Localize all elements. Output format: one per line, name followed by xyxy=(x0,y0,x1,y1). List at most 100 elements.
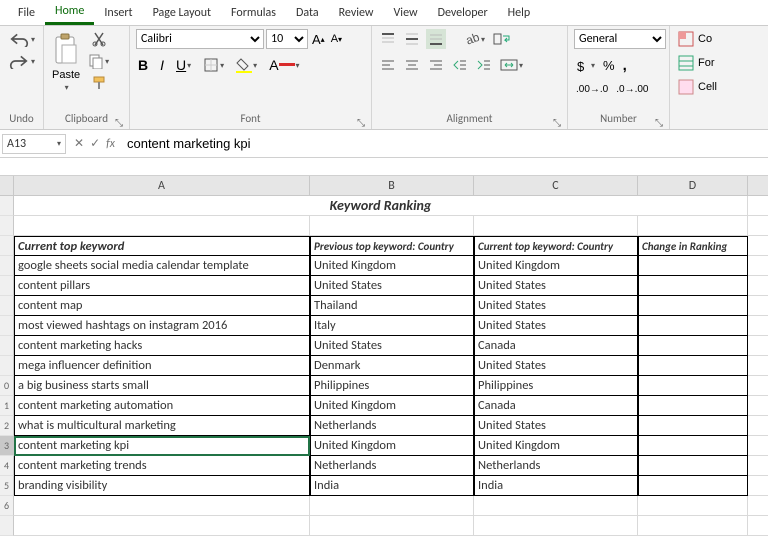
enter-icon[interactable]: ✓ xyxy=(90,136,100,151)
cell[interactable] xyxy=(638,316,748,336)
cell[interactable]: United States xyxy=(474,416,638,436)
col-E[interactable]: E xyxy=(748,176,768,196)
cell[interactable]: content marketing automation xyxy=(14,396,310,416)
tab-pagelayout[interactable]: Page Layout xyxy=(143,2,221,24)
table-row[interactable]: content marketing kpiUnited KingdomUnite… xyxy=(14,436,768,456)
cell[interactable]: Italy xyxy=(310,316,474,336)
tab-formulas[interactable]: Formulas xyxy=(221,2,286,24)
cell[interactable]: a big business starts small xyxy=(14,376,310,396)
increase-indent-button[interactable] xyxy=(474,55,494,75)
font-name-select[interactable]: Calibri xyxy=(136,29,264,49)
tab-home[interactable]: Home xyxy=(45,0,94,25)
col-A[interactable]: A xyxy=(14,176,310,196)
font-color-button[interactable]: A▾ xyxy=(267,55,301,75)
cell[interactable]: Philippines xyxy=(474,376,638,396)
tab-help[interactable]: Help xyxy=(498,2,541,24)
fill-color-button[interactable]: ▾ xyxy=(234,55,259,75)
formula-input[interactable] xyxy=(123,134,768,154)
worksheet[interactable]: 0 1 2 3 4 5 6 A B C D E Keyword Ranking … xyxy=(0,176,768,536)
cell[interactable]: Denmark xyxy=(310,356,474,376)
table-row[interactable]: content pillarsUnited StatesUnited State… xyxy=(14,276,768,296)
orientation-button[interactable]: ab▾ xyxy=(462,29,487,49)
cell[interactable] xyxy=(638,396,748,416)
paste-button[interactable]: Paste▾ xyxy=(50,29,82,95)
cell[interactable] xyxy=(638,276,748,296)
cell[interactable]: United States xyxy=(474,276,638,296)
cancel-icon[interactable]: ✕ xyxy=(74,136,84,151)
cell[interactable] xyxy=(638,436,748,456)
align-top-button[interactable] xyxy=(378,29,398,49)
cell[interactable]: Netherlands xyxy=(310,416,474,436)
accounting-button[interactable]: $▾ xyxy=(574,57,597,75)
cell[interactable]: content pillars xyxy=(14,276,310,296)
align-right-button[interactable] xyxy=(426,55,446,75)
cell[interactable] xyxy=(638,376,748,396)
italic-button[interactable]: I xyxy=(158,55,166,75)
cell[interactable] xyxy=(638,356,748,376)
align-middle-button[interactable] xyxy=(402,29,422,49)
format-table-button[interactable]: For xyxy=(676,53,717,73)
cell[interactable]: United Kingdom xyxy=(310,396,474,416)
cell[interactable]: United States xyxy=(474,316,638,336)
cell[interactable] xyxy=(638,296,748,316)
number-format-select[interactable]: General xyxy=(574,29,666,49)
cell[interactable]: google sheets social media calendar temp… xyxy=(14,256,310,276)
cell[interactable]: most viewed hashtags on instagram 2016 xyxy=(14,316,310,336)
redo-button[interactable]: ▾ xyxy=(6,51,37,71)
table-row[interactable]: what is multicultural marketingNetherlan… xyxy=(14,416,768,436)
table-row[interactable]: content mapThailandUnited States xyxy=(14,296,768,316)
table-row[interactable]: content marketing automationUnited Kingd… xyxy=(14,396,768,416)
tab-review[interactable]: Review xyxy=(329,2,384,24)
cell[interactable] xyxy=(638,476,748,496)
cell[interactable]: branding visibility xyxy=(14,476,310,496)
table-row[interactable]: branding visibilityIndiaIndia xyxy=(14,476,768,496)
align-left-button[interactable] xyxy=(378,55,398,75)
cell[interactable]: Thailand xyxy=(310,296,474,316)
cell[interactable] xyxy=(638,256,748,276)
tab-developer[interactable]: Developer xyxy=(428,2,498,24)
bold-button[interactable]: B xyxy=(136,55,150,75)
table-row[interactable]: content marketing trendsNetherlandsNethe… xyxy=(14,456,768,476)
table-row[interactable]: most viewed hashtags on instagram 2016It… xyxy=(14,316,768,336)
tab-data[interactable]: Data xyxy=(286,2,329,24)
col-C[interactable]: C xyxy=(474,176,638,196)
cell[interactable]: Netherlands xyxy=(474,456,638,476)
col-B[interactable]: B xyxy=(310,176,474,196)
cell[interactable]: United States xyxy=(474,296,638,316)
underline-button[interactable]: U▾ xyxy=(174,55,193,75)
cell[interactable] xyxy=(638,336,748,356)
cell[interactable]: United Kingdom xyxy=(474,256,638,276)
conditional-formatting-button[interactable]: Co xyxy=(676,29,714,49)
cut-button[interactable] xyxy=(86,29,111,49)
cell[interactable]: India xyxy=(310,476,474,496)
cell[interactable]: United Kingdom xyxy=(310,256,474,276)
cell[interactable] xyxy=(638,416,748,436)
align-bottom-button[interactable] xyxy=(426,29,446,49)
cell-styles-button[interactable]: Cell xyxy=(676,77,719,97)
alignment-launcher[interactable]: ⤡ xyxy=(553,116,565,128)
wrap-text-button[interactable] xyxy=(491,29,513,49)
col-D[interactable]: D xyxy=(638,176,748,196)
tab-file[interactable]: File xyxy=(8,2,45,24)
table-row[interactable]: google sheets social media calendar temp… xyxy=(14,256,768,276)
cell[interactable]: mega influencer definition xyxy=(14,356,310,376)
format-painter-button[interactable] xyxy=(86,73,111,93)
cell[interactable]: United States xyxy=(310,336,474,356)
number-launcher[interactable]: ⤡ xyxy=(655,116,667,128)
table-row[interactable]: a big business starts smallPhilippinesPh… xyxy=(14,376,768,396)
undo-button[interactable]: ▾ xyxy=(6,29,37,49)
merge-button[interactable]: ▾ xyxy=(498,55,525,75)
decrease-font-button[interactable]: A▾ xyxy=(329,31,344,47)
cell[interactable]: content marketing trends xyxy=(14,456,310,476)
borders-button[interactable]: ▾ xyxy=(201,55,226,75)
increase-decimal-button[interactable]: .00→.0 xyxy=(574,82,610,97)
table-row[interactable]: content marketing hacksUnited StatesCana… xyxy=(14,336,768,356)
cell[interactable]: content map xyxy=(14,296,310,316)
decrease-indent-button[interactable] xyxy=(450,55,470,75)
percent-button[interactable]: % xyxy=(601,56,617,75)
comma-button[interactable]: , xyxy=(621,55,629,76)
cell[interactable]: United States xyxy=(310,276,474,296)
cell[interactable]: Canada xyxy=(474,336,638,356)
clipboard-launcher[interactable]: ⤡ xyxy=(115,116,127,128)
cell[interactable]: United States xyxy=(474,356,638,376)
